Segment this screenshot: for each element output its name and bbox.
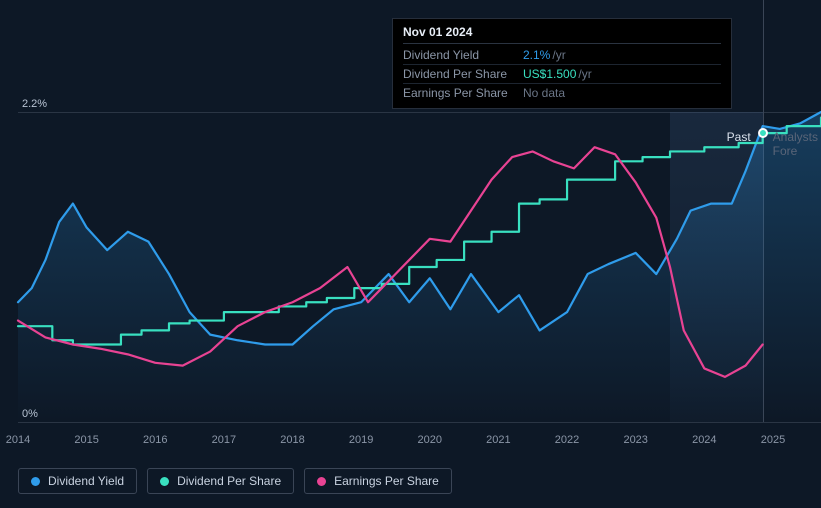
hover-marker [758, 128, 768, 138]
hover-tooltip: Nov 01 2024 Dividend Yield2.1%/yrDividen… [392, 18, 732, 109]
legend-label: Dividend Per Share [177, 474, 281, 488]
x-tick-label: 2020 [418, 434, 442, 446]
tooltip-row: Dividend Yield2.1%/yr [403, 46, 721, 65]
tooltip-row: Dividend Per ShareUS$1.500/yr [403, 65, 721, 84]
tooltip-row-value: 2.1% [523, 48, 550, 62]
legend-label: Earnings Per Share [334, 474, 439, 488]
x-tick-label: 2024 [692, 434, 716, 446]
x-tick-label: 2021 [486, 434, 510, 446]
x-tick-label: 2015 [74, 434, 98, 446]
legend-label: Dividend Yield [48, 474, 124, 488]
legend-item-earnings_per_share[interactable]: Earnings Per Share [304, 468, 452, 494]
legend-dot-icon [317, 477, 326, 486]
legend-item-dividend_yield[interactable]: Dividend Yield [18, 468, 137, 494]
x-tick-label: 2022 [555, 434, 579, 446]
x-tick-label: 2025 [761, 434, 785, 446]
tooltip-row: Earnings Per ShareNo data [403, 84, 721, 102]
x-tick-label: 2014 [6, 434, 30, 446]
tooltip-row-value: No data [523, 86, 565, 100]
forecast-label: Analysts Fore [773, 130, 821, 158]
tooltip-row-unit: /yr [578, 67, 591, 81]
chart-svg [18, 112, 821, 422]
tooltip-row-label: Dividend Yield [403, 48, 523, 62]
tooltip-row-value: US$1.500 [523, 67, 576, 81]
tooltip-row-label: Earnings Per Share [403, 86, 523, 100]
y-gridline [18, 422, 821, 423]
past-label: Past [727, 130, 751, 144]
x-tick-label: 2019 [349, 434, 373, 446]
legend-item-dividend_per_share[interactable]: Dividend Per Share [147, 468, 294, 494]
tooltip-row-unit: /yr [552, 48, 565, 62]
tooltip-date: Nov 01 2024 [403, 25, 721, 44]
x-tick-label: 2016 [143, 434, 167, 446]
x-tick-label: 2023 [623, 434, 647, 446]
x-tick-label: 2017 [212, 434, 236, 446]
legend: Dividend Yield Dividend Per Share Earnings… [18, 468, 452, 494]
legend-dot-icon [160, 477, 169, 486]
tooltip-row-label: Dividend Per Share [403, 67, 523, 81]
y-tick-label: 2.2% [22, 98, 47, 110]
x-tick-label: 2018 [280, 434, 304, 446]
legend-dot-icon [31, 477, 40, 486]
plot-area[interactable]: 0%2.2%PastAnalysts Fore [18, 112, 821, 422]
